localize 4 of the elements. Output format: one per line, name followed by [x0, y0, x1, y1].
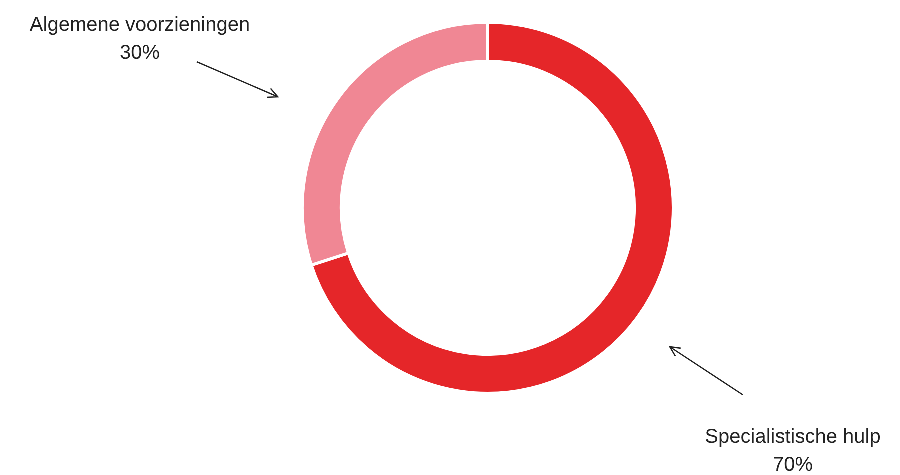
slice-label: Specialistische hulp — [705, 425, 881, 450]
data-label: 30% — [118, 41, 162, 66]
slice-label: Algemene voorzieningen — [30, 13, 250, 38]
data-label: 70% — [772, 453, 814, 475]
